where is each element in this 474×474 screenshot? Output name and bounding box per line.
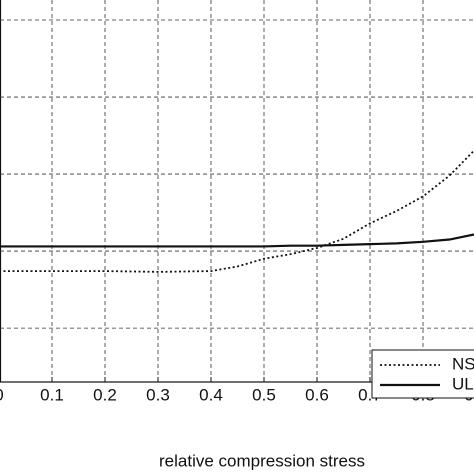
- x-tick-label: 0.6: [305, 385, 329, 404]
- series-line: [0, 233, 474, 248]
- x-tick-label: 0.3: [146, 385, 170, 404]
- legend-box: [371, 349, 474, 399]
- legend-label: NS: [452, 354, 474, 373]
- x-tick-label: 0.2: [93, 385, 117, 404]
- x-axis-label: relative compression stress: [159, 451, 365, 470]
- series-line: [0, 149, 474, 273]
- x-tick-label: 0.5: [252, 385, 276, 404]
- x-tick-label: 0: [0, 385, 4, 404]
- plot-frame: [0, 0, 474, 383]
- x-tick-label: 0.1: [40, 385, 64, 404]
- x-tick-label: 0.4: [199, 385, 223, 404]
- legend-label: UL: [452, 374, 474, 393]
